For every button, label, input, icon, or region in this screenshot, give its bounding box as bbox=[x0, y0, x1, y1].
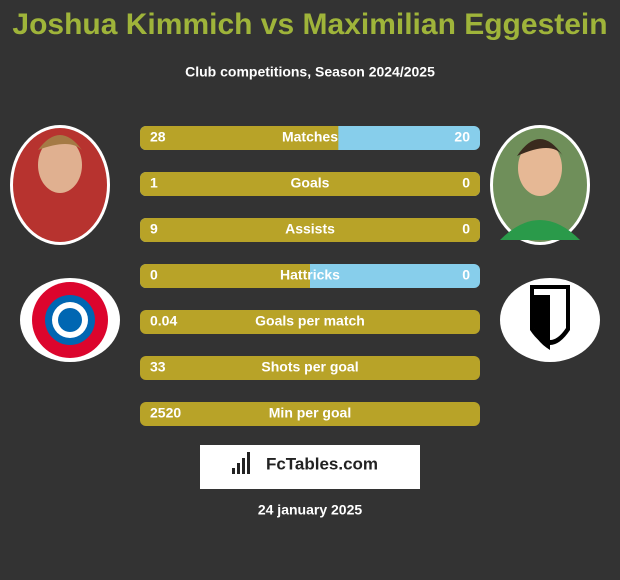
left-bar bbox=[140, 172, 480, 196]
stat-label: Matches bbox=[282, 129, 338, 145]
logo-text: FcTables.com bbox=[266, 454, 378, 473]
club-left-logo bbox=[20, 278, 120, 362]
title: Joshua Kimmich vs Maximilian Eggestein bbox=[12, 8, 607, 41]
date: 24 january 2025 bbox=[258, 502, 363, 518]
right-bar bbox=[140, 310, 480, 334]
left-bar bbox=[140, 218, 480, 242]
stat-label: Assists bbox=[285, 221, 335, 237]
left-value: 2520 bbox=[150, 405, 181, 421]
left-value: 28 bbox=[150, 129, 166, 145]
right-value: 0 bbox=[462, 267, 470, 283]
logo-box bbox=[200, 445, 420, 489]
stat-label: Goals per match bbox=[255, 313, 365, 329]
subtitle: Club competitions, Season 2024/2025 bbox=[185, 64, 435, 80]
player-right-photo bbox=[490, 125, 590, 245]
left-bar bbox=[140, 264, 310, 288]
stat-label: Min per goal bbox=[269, 405, 351, 421]
left-value: 1 bbox=[150, 175, 158, 191]
stat-label: Goals bbox=[291, 175, 330, 191]
stat-rows: 28 Matches 20 1 Goals 0 9 Assists 0 0 Hattricks 0 0.… bbox=[140, 126, 480, 426]
stat-label: Hattricks bbox=[280, 267, 340, 283]
player-left-photo bbox=[10, 125, 110, 245]
right-bar bbox=[140, 356, 480, 380]
right-bar bbox=[140, 402, 480, 426]
logo-icon bbox=[232, 452, 250, 474]
right-value: 20 bbox=[454, 129, 470, 145]
right-value: 0 bbox=[462, 221, 470, 237]
club-right-logo bbox=[500, 278, 600, 362]
left-value: 9 bbox=[150, 221, 158, 237]
left-value: 0 bbox=[150, 267, 158, 283]
stat-label: Shots per goal bbox=[261, 359, 358, 375]
right-value: 0 bbox=[462, 175, 470, 191]
left-value: 0.04 bbox=[150, 313, 177, 329]
left-bar bbox=[140, 126, 339, 150]
left-value: 33 bbox=[150, 359, 166, 375]
